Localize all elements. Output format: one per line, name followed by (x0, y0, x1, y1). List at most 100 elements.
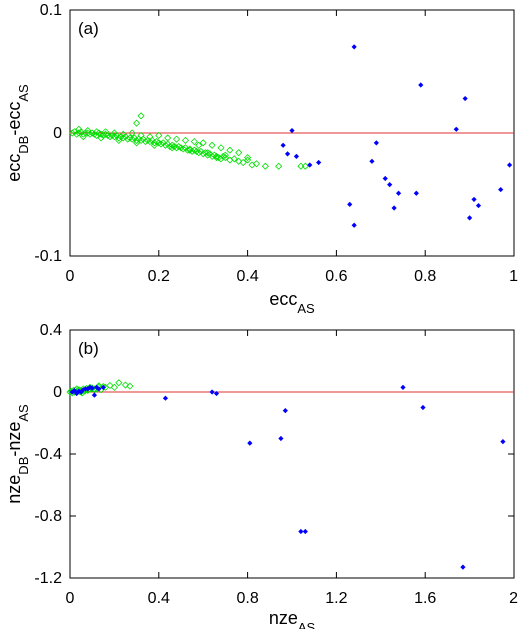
x-tick-label: 0 (66, 268, 75, 285)
data-point (184, 146, 192, 154)
panel-label: (a) (78, 19, 99, 38)
data-point (93, 128, 101, 136)
label-base: ecc (4, 154, 24, 182)
data-point (84, 126, 92, 135)
x-tick-label: 0.2 (148, 268, 170, 285)
data-point (413, 190, 419, 196)
data-point (230, 155, 238, 163)
data-point (126, 382, 134, 390)
data-point (119, 134, 127, 142)
data-point (282, 408, 288, 414)
x-tick-label: 0.6 (325, 268, 347, 285)
data-point (506, 162, 513, 168)
data-point (475, 202, 482, 209)
data-point (301, 162, 309, 170)
data-point (181, 136, 190, 144)
data-point (244, 154, 252, 162)
y-tick-label: -1.2 (34, 570, 62, 587)
data-point (128, 135, 136, 143)
x-axis-label: eccAS (269, 289, 315, 316)
data-point (209, 389, 215, 395)
data-point (289, 127, 295, 134)
data-point (280, 142, 286, 148)
data-point (115, 136, 123, 144)
data-point (239, 158, 247, 167)
data-point (71, 387, 78, 394)
data-point (462, 95, 468, 102)
y-tick-label: -0.8 (34, 508, 62, 525)
data-point (128, 129, 136, 137)
data-point (157, 140, 165, 148)
data-point (297, 162, 305, 170)
data-point (101, 128, 110, 136)
data-point (100, 384, 106, 390)
series-blue-filled (69, 384, 506, 570)
data-point (79, 133, 87, 141)
data-point (284, 151, 291, 157)
label-base: -nze (4, 422, 24, 457)
data-point (89, 385, 95, 391)
label-base: nze (269, 608, 298, 628)
data-point (76, 388, 82, 394)
y-tick-label: 0.1 (40, 2, 62, 19)
data-point (498, 186, 504, 193)
data-point (391, 205, 397, 211)
y-tick-label: 0 (53, 125, 62, 142)
series-green-open (68, 112, 309, 170)
x-tick-label: 0.4 (148, 590, 170, 607)
label-subscript: AS (298, 620, 316, 629)
data-point (186, 146, 194, 154)
x-tick-label: 1.6 (414, 590, 436, 607)
x-tick-label: 0 (66, 590, 75, 607)
data-point (164, 134, 172, 142)
data-point (121, 381, 130, 389)
data-point (235, 149, 243, 157)
y-tick-label: 0 (53, 384, 62, 401)
x-tick-label: 1.2 (325, 590, 347, 607)
data-point (471, 196, 477, 203)
data-point (247, 440, 253, 446)
data-point (467, 215, 473, 221)
data-point (387, 182, 393, 188)
data-point (195, 149, 203, 157)
data-point (106, 381, 114, 390)
data-point (199, 139, 207, 147)
data-point (307, 162, 313, 168)
y-tick-label: 0.4 (40, 322, 62, 339)
data-point (212, 154, 221, 162)
panel-b: 0 0.4 0.8 1.2 1.6 2-1.2-0.8-0.400.4(b)nzeASnz… (4, 322, 518, 629)
data-point (226, 146, 234, 154)
data-point (94, 384, 100, 390)
data-point (316, 159, 322, 166)
data-point (75, 125, 83, 133)
data-point (161, 141, 170, 149)
data-point (110, 133, 118, 141)
y-tick-label: -0.1 (34, 248, 62, 265)
label-base: nze (4, 475, 24, 504)
data-point (137, 136, 145, 144)
label-base: -ecc (4, 102, 24, 136)
data-point (252, 160, 261, 168)
data-point (68, 129, 76, 137)
data-point (97, 134, 105, 142)
data-point (302, 528, 308, 535)
data-point (400, 384, 406, 390)
data-point (85, 386, 91, 392)
data-point (190, 138, 198, 146)
data-point (162, 395, 169, 401)
data-point (500, 439, 506, 445)
data-point (96, 386, 102, 392)
data-point (150, 141, 158, 149)
data-point (275, 162, 283, 170)
data-point (221, 151, 229, 159)
label-subscript: AS (16, 404, 31, 422)
data-point (115, 379, 123, 387)
data-point (235, 157, 243, 165)
x-tick-label: 0.8 (414, 268, 436, 285)
data-point (133, 119, 141, 127)
x-tick-label: 1 (509, 268, 518, 285)
y-axis-label: eccDB-eccAS (4, 84, 31, 182)
data-point (87, 384, 93, 390)
data-point (155, 131, 163, 140)
